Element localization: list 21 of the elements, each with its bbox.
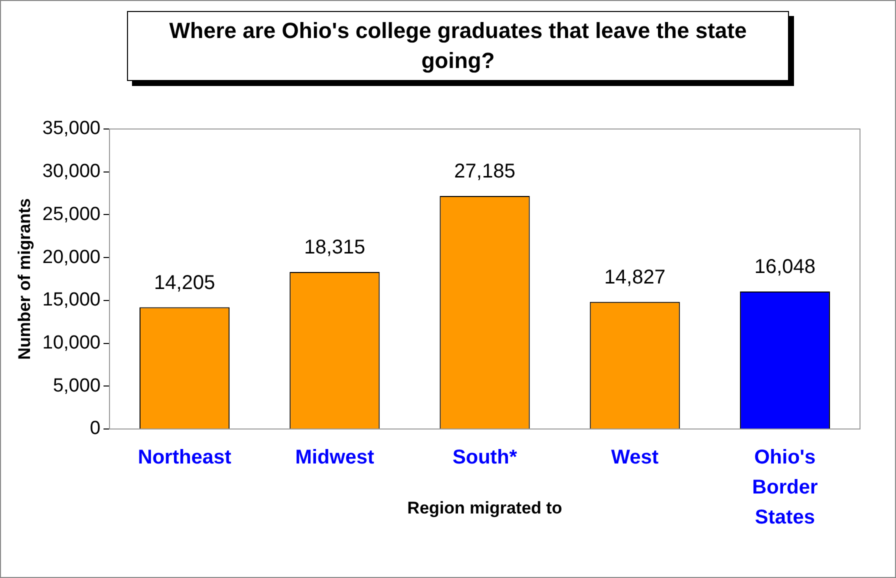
data-label: 18,315 [304, 236, 366, 259]
y-tick-label: 5,000 [52, 375, 101, 396]
x-tick-label: Northeast [138, 446, 232, 469]
data-label: 14,827 [604, 266, 666, 288]
y-tick-label: 15,000 [42, 290, 101, 311]
y-axis-title: Number of migrants [14, 198, 34, 360]
x-tick-label: Midwest [295, 446, 374, 469]
y-tick-label: 0 [90, 418, 101, 440]
data-label: 14,205 [154, 272, 216, 294]
x-tick-label: South* [452, 446, 518, 469]
x-axis-title: Region migrated to [407, 498, 562, 518]
y-tick-label: 25,000 [42, 204, 101, 225]
y-tick-label: 35,000 [42, 118, 101, 140]
y-tick-label: 30,000 [42, 161, 101, 182]
y-tick-label: 10,000 [42, 332, 101, 354]
data-label: 16,048 [754, 256, 816, 278]
chart-title: Where are Ohio's college graduates that leave the state going? [127, 11, 789, 81]
data-label: 27,185 [454, 160, 516, 182]
x-tick-label: West [611, 446, 659, 469]
y-tick-label: 20,000 [42, 246, 101, 268]
x-tick-label: Ohio's Border States [752, 446, 818, 529]
